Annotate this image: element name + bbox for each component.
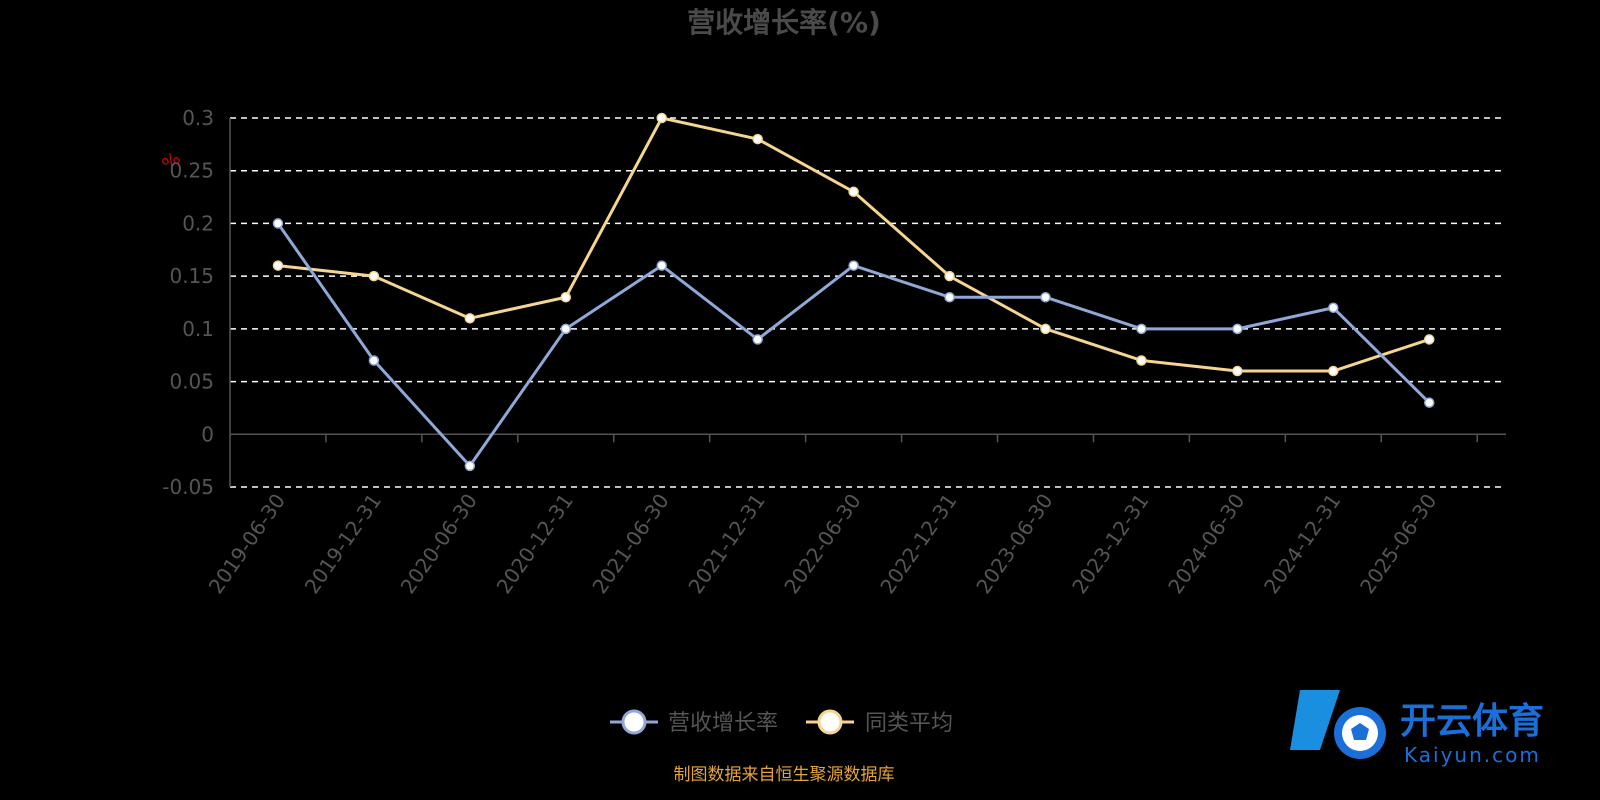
data-point-series2 [1232,365,1243,377]
data-point-series2 [1423,334,1435,345]
series-line-2 [277,116,1430,373]
data-point-series1 [464,460,476,472]
x-tick-label: 2019-12-31 [300,489,386,598]
y-tick-label: 0.05 [169,370,214,394]
y-tick-label: 0 [201,422,214,446]
data-point-series2 [560,291,572,303]
y-tick-label: 0.25 [169,159,214,183]
data-point-series1 [272,218,284,229]
legend-swatch-marker [817,709,843,735]
chart-title: 营收增长率(%) [687,6,881,39]
data-point-series2 [368,270,380,282]
data-point-series2 [848,186,859,198]
data-point-series2 [752,133,763,145]
data-point-series1 [656,260,667,271]
x-tick-label: 2020-06-30 [396,489,482,598]
y-axis-ticks: 0.3 0.25 0.2 0.15 0.1 0.05 0 -0.05 [162,106,214,499]
data-point-series1 [944,291,955,303]
data-point-series1 [848,260,859,271]
series-group [272,112,1435,472]
legend-swatch-marker [621,709,647,735]
soccer-ball-icon [1290,690,1386,759]
data-point-series2 [656,112,667,124]
x-tick-label: 2022-06-30 [779,489,865,598]
y-tick-label: 0.3 [182,106,214,130]
y-tick-label: 0.15 [169,264,214,288]
legend-label-series2: 同类平均 [865,711,953,736]
legend-item-series1[interactable]: 营收增长率 [610,709,778,736]
x-tick-label: 2024-06-30 [1163,489,1249,598]
x-tick-label: 2021-06-30 [587,489,673,598]
x-tick-label: 2023-12-31 [1067,489,1153,598]
data-point-series2 [464,313,476,324]
data-point-series2 [272,260,284,271]
x-tick-label: 2024-12-31 [1259,489,1345,598]
data-point-series2 [944,270,955,282]
data-point-series2 [1136,355,1147,366]
axes [229,118,1506,487]
data-point-series1 [1232,323,1243,335]
y-tick-label: -0.05 [162,475,214,499]
legend-label-series1: 营收增长率 [668,711,778,736]
watermark-logo: 开云体育 Kaiyun.com [1290,690,1544,767]
legend: 营收增长率 同类平均 [610,709,953,736]
x-tick-label: 2025-06-30 [1355,489,1441,598]
series-line-1 [276,222,1431,468]
data-point-series1 [1423,397,1435,408]
data-point-series1 [560,323,572,335]
data-point-series1 [1040,291,1051,303]
data-point-series1 [1136,323,1147,335]
grid-lines [230,117,1506,488]
x-tick-label: 2022-12-31 [875,489,961,598]
data-point-series2 [1040,323,1051,335]
data-point-series1 [752,334,763,345]
x-tick-label: 2021-12-31 [683,489,769,598]
x-tick-label: 2023-06-30 [971,489,1057,598]
data-point-series1 [1328,302,1339,314]
data-point-series2 [1328,365,1339,377]
x-tick-label: 2019-06-30 [204,489,290,598]
y-tick-label: 0.1 [182,317,214,341]
legend-item-series2[interactable]: 同类平均 [806,709,953,736]
y-tick-label: 0.2 [182,211,214,235]
watermark-sub: Kaiyun.com [1404,743,1541,767]
x-axis-ticks: 2019-06-30 2019-12-31 2020-06-30 2020-12-31… [204,489,1442,598]
watermark-brand: 开云体育 [1400,701,1544,742]
x-tick-label: 2020-12-31 [492,489,578,598]
data-source-note: 制图数据来自恒生聚源数据库 [674,765,895,785]
data-point-series1 [368,355,380,366]
